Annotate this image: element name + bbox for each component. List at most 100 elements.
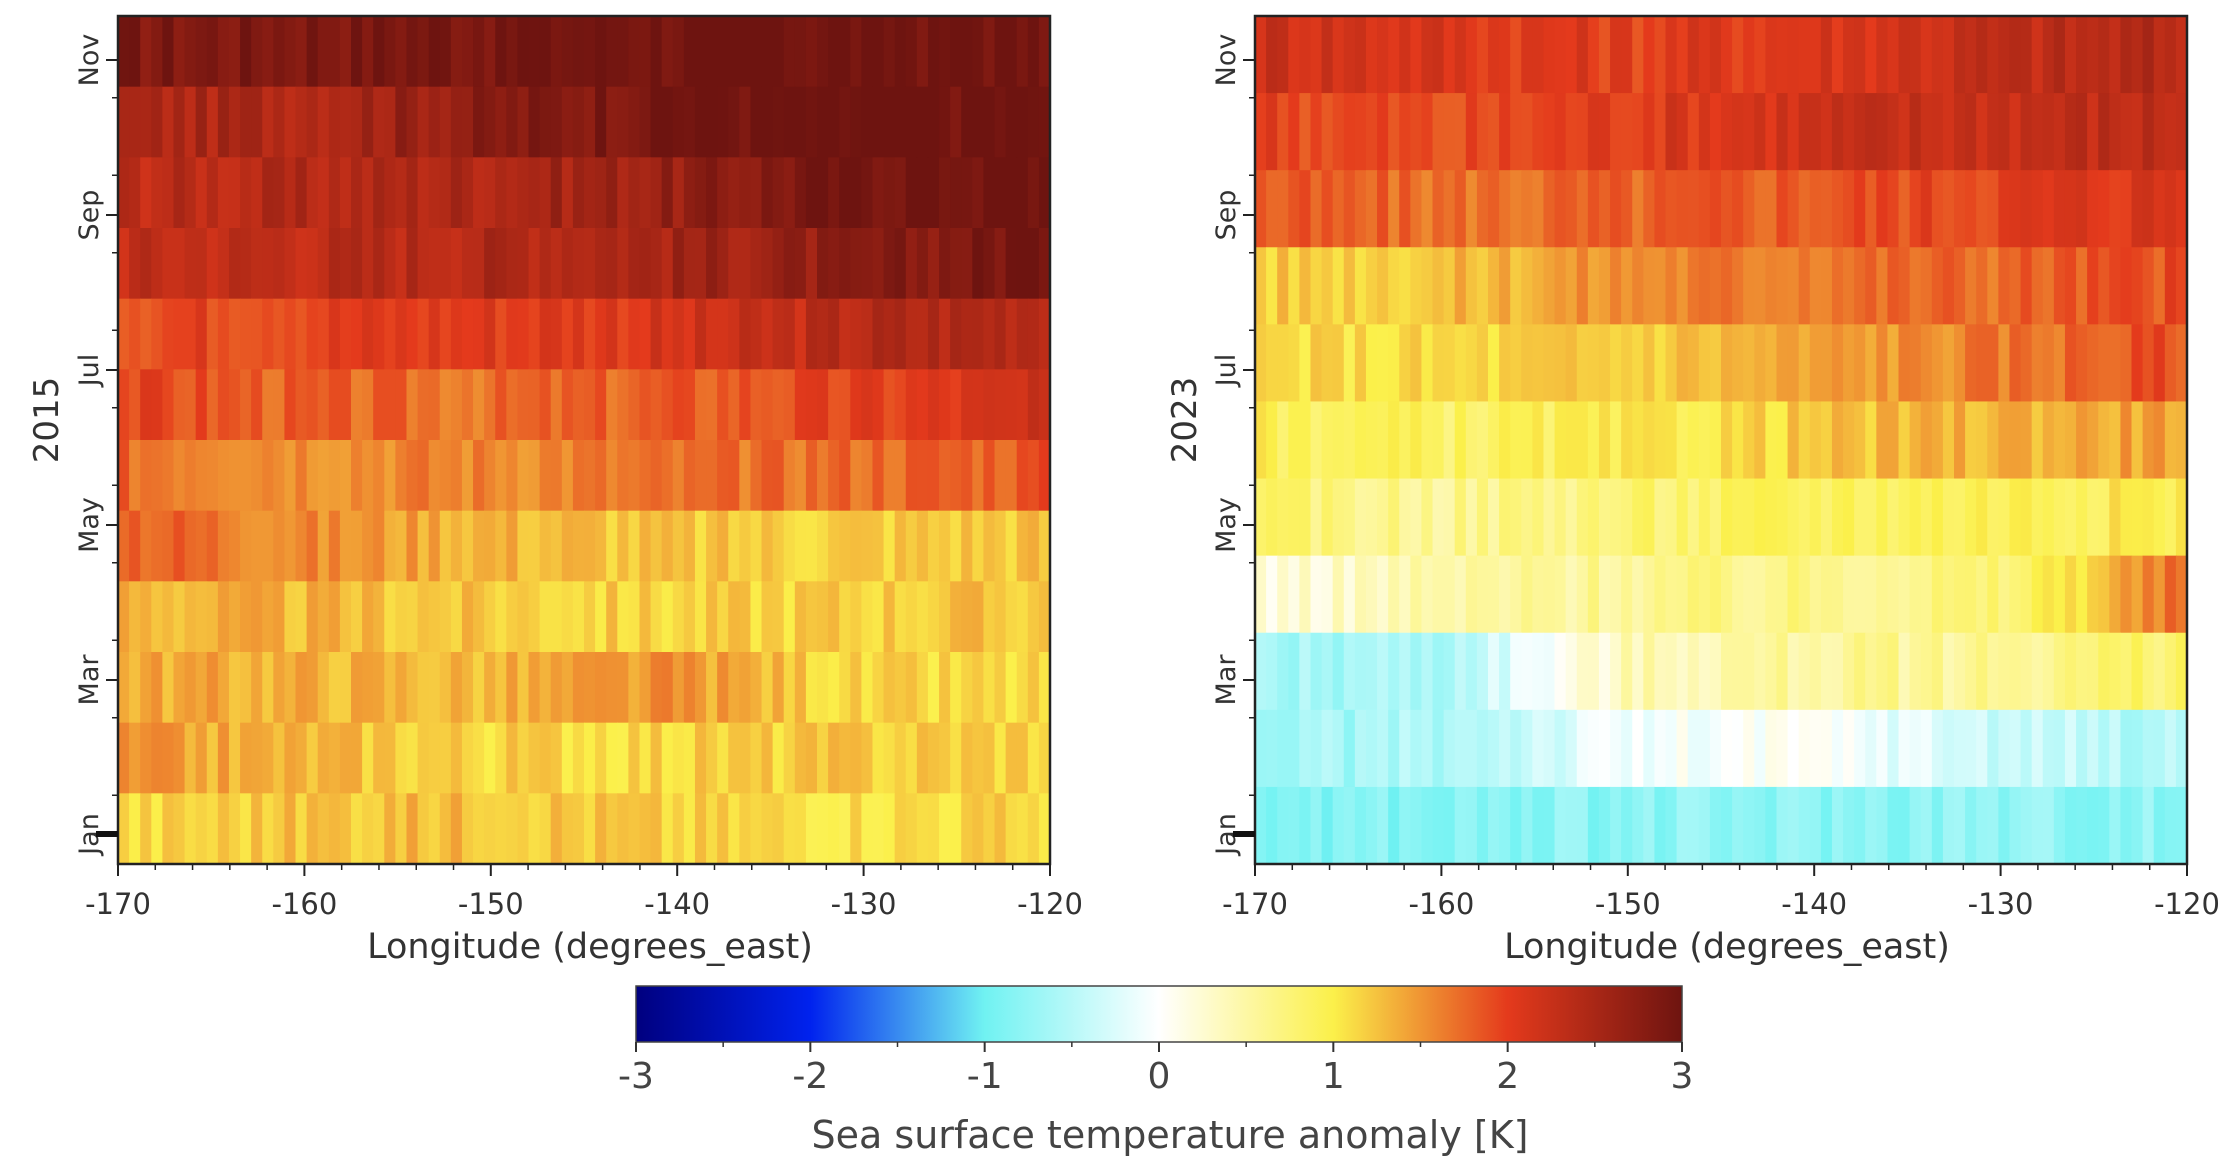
- heatmap-cell: [1976, 632, 1988, 711]
- heatmap-cell: [1554, 632, 1567, 711]
- heatmap-cell: [794, 298, 807, 370]
- heatmap-cell: [317, 793, 330, 865]
- heatmap-cell: [1632, 709, 1644, 788]
- heatmap-cell: [384, 581, 396, 653]
- heatmap-cell: [217, 581, 230, 653]
- heatmap-cell: [1038, 298, 1051, 370]
- heatmap-cell: [1765, 247, 1778, 325]
- heatmap-cell: [1499, 170, 1511, 248]
- y-tick-label: Nov: [74, 34, 105, 87]
- heatmap-cell: [595, 228, 607, 300]
- heatmap-cell: [1876, 555, 1889, 634]
- heatmap-cell: [1743, 555, 1755, 634]
- heatmap-cell: [473, 157, 485, 229]
- heatmap-cell: [262, 793, 274, 865]
- heatmap-cell: [1388, 632, 1400, 711]
- x-tick-label: -160: [271, 887, 337, 921]
- heatmap-cell: [606, 228, 618, 300]
- heatmap-cell: [162, 652, 175, 724]
- heatmap-cell: [384, 157, 396, 229]
- heatmap-cell: [2042, 555, 2055, 634]
- heatmap-cell: [517, 793, 530, 865]
- heatmap-cell: [173, 722, 186, 794]
- colorbar-ticks: -3 -2 -1 0 1 2 3: [618, 1042, 1693, 1097]
- heatmap-cell: [1632, 93, 1644, 171]
- heatmap-cell: [1532, 786, 1545, 865]
- heatmap-cell: [2109, 555, 2122, 634]
- y-tick-label: Sep: [74, 190, 105, 241]
- heatmap-cell: [2142, 170, 2155, 248]
- heatmap-cell: [794, 157, 807, 229]
- heatmap-cell: [839, 652, 851, 724]
- heatmap-cell: [1377, 247, 1389, 325]
- heatmap-cell: [2120, 632, 2133, 711]
- heatmap-cell: [828, 228, 840, 300]
- heatmap-cell: [1665, 632, 1678, 711]
- heatmap-cell: [606, 510, 618, 582]
- heatmap-cell: [1998, 786, 2011, 865]
- heatmap-cell: [2009, 247, 2022, 325]
- heatmap-cell: [1005, 369, 1018, 441]
- heatmap-cell: [1965, 401, 1977, 480]
- heatmap-cell: [1898, 786, 1911, 865]
- heatmap-cell: [761, 440, 774, 512]
- heatmap-cell: [206, 440, 219, 512]
- heatmap-cell: [772, 440, 785, 512]
- heatmap-cell: [1887, 632, 1900, 711]
- heatmap-cell: [850, 369, 862, 441]
- heatmap-cell: [1454, 786, 1467, 865]
- heatmap-cell: [1754, 247, 1766, 325]
- x-axis-label-2015: Longitude (degrees_east): [367, 927, 813, 967]
- heatmap-cell: [1266, 401, 1278, 480]
- heatmap-cell: [461, 581, 474, 653]
- heatmap-cell: [1665, 555, 1678, 634]
- heatmap-cell: [617, 581, 629, 653]
- heatmap-cell: [539, 793, 552, 865]
- heatmap-cell: [1621, 786, 1633, 865]
- heatmap-cell: [2020, 709, 2033, 788]
- heatmap-cell: [528, 652, 541, 724]
- heatmap-cell: [794, 440, 807, 512]
- heatmap-cell: [1027, 722, 1040, 794]
- heatmap-cell: [2164, 170, 2177, 248]
- heatmap-cell: [694, 228, 707, 300]
- heatmap-cell: [118, 157, 130, 229]
- x-tick-label: -130: [831, 887, 897, 921]
- heatmap-cell: [2131, 93, 2144, 171]
- heatmap-cell: [439, 369, 452, 441]
- heatmap-cell: [1854, 247, 1866, 325]
- heatmap-cell: [306, 722, 319, 794]
- heatmap-cell: [1865, 555, 1877, 634]
- heatmap-cell: [850, 793, 862, 865]
- heatmap-cell: [1820, 170, 1833, 248]
- heatmap-cell: [206, 157, 219, 229]
- y-tick-label: Jul: [74, 354, 105, 389]
- heatmap-cell: [1942, 93, 1955, 171]
- heatmap-cell: [373, 510, 385, 582]
- heatmap-cell: [1920, 786, 1933, 865]
- heatmap-cell: [872, 510, 885, 582]
- heatmap-cell: [506, 228, 519, 300]
- heatmap-cell: [1266, 478, 1278, 557]
- heatmap-cell: [728, 510, 740, 582]
- heatmap-cell: [384, 369, 396, 441]
- heatmap-cell: [728, 793, 740, 865]
- heatmap-cell: [672, 722, 685, 794]
- heatmap-cell: [351, 16, 363, 88]
- heatmap-cell: [706, 793, 718, 865]
- heatmap-cell: [495, 86, 507, 158]
- heatmap-cell: [140, 581, 152, 653]
- heatmap-cell: [2064, 247, 2077, 325]
- heatmap-cell: [950, 16, 962, 88]
- heatmap-cell: [1831, 632, 1844, 711]
- heatmap-cell: [240, 16, 252, 88]
- heatmap-cell: [1654, 93, 1667, 171]
- heatmap-cell: [2120, 16, 2133, 94]
- heatmap-cell: [284, 157, 297, 229]
- heatmap-cell: [1521, 632, 1533, 711]
- heatmap-cell: [617, 157, 629, 229]
- heatmap-cell: [1632, 555, 1644, 634]
- heatmap-cell: [1465, 555, 1478, 634]
- heatmap-cell: [561, 440, 574, 512]
- heatmap-cell: [972, 440, 985, 512]
